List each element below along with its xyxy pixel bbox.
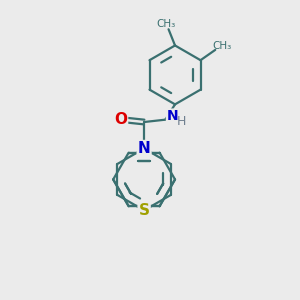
Text: CH₃: CH₃ (157, 19, 176, 29)
Text: CH₃: CH₃ (212, 41, 231, 51)
Text: O: O (114, 112, 127, 127)
Text: N: N (167, 109, 178, 123)
Text: S: S (139, 203, 150, 218)
Text: H: H (176, 115, 186, 128)
Text: N: N (138, 141, 151, 156)
